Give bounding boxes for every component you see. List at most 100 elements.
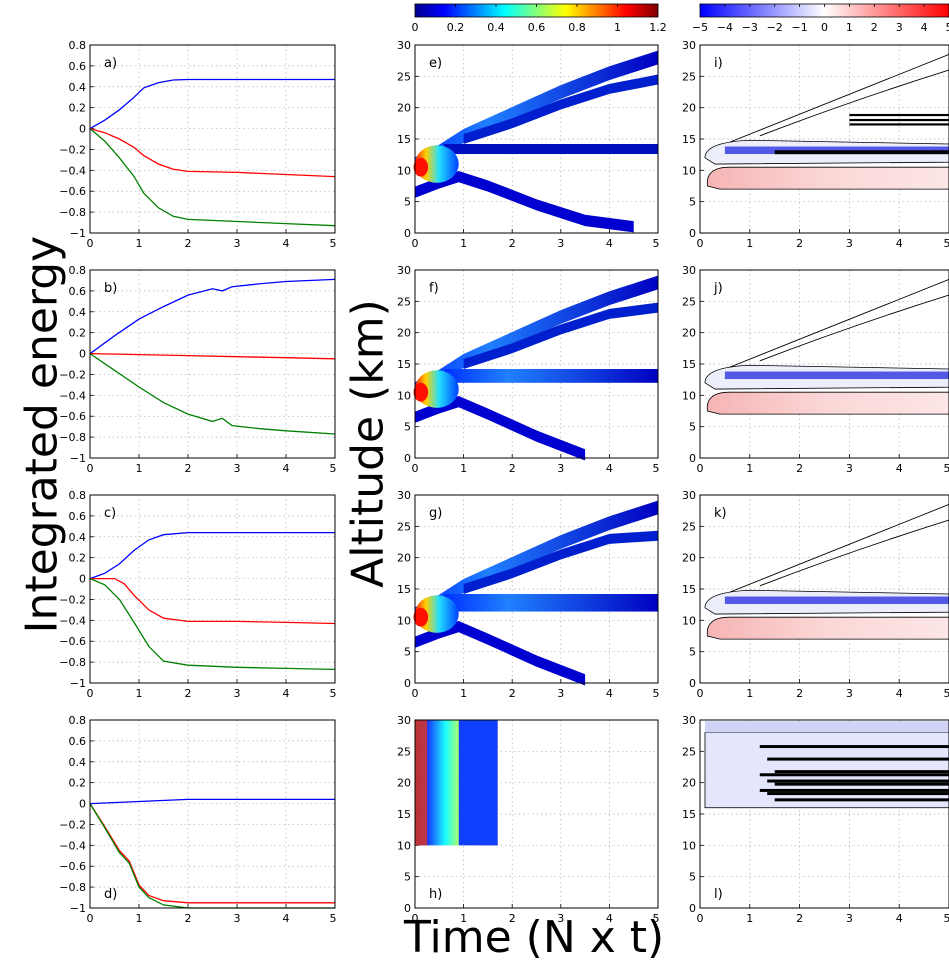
x-tick-label: 5 <box>944 912 949 925</box>
x-tick-label: 0 <box>697 237 704 250</box>
y-tick-label: −0.6 <box>59 185 86 198</box>
axes-frame <box>89 269 336 459</box>
x-tick-label: 2 <box>509 462 516 475</box>
y-tick-label: 25 <box>682 70 696 83</box>
y-tick-label: −0.4 <box>59 164 86 177</box>
x-tick-label: 0 <box>87 912 94 925</box>
panel-label: d) <box>104 887 117 902</box>
x-tick-label: 5 <box>330 462 337 475</box>
y-tick-label: −0.2 <box>59 368 86 381</box>
axes-frame <box>699 269 949 459</box>
y-tick-label: 5 <box>689 646 696 659</box>
panel-j: 0 1 2 3 4 5 30 25 20 15 10 5 0 j) <box>682 264 949 475</box>
y-tick-label: 30 <box>682 714 696 727</box>
axes-frame <box>89 719 336 909</box>
x-tick-label: 2 <box>796 462 803 475</box>
panel-h: 0 1 2 3 4 5 30 25 20 15 10 5 0 h) <box>397 714 660 925</box>
axes-frame <box>699 719 949 909</box>
y-tick-label: 20 <box>682 102 696 115</box>
y-tick-label: 10 <box>682 164 696 177</box>
y-tick-label: 5 <box>689 421 696 434</box>
x-tick-label: 1 <box>746 912 753 925</box>
y-tick-label: 10 <box>682 839 696 852</box>
x-tick-label: 5 <box>653 237 660 250</box>
x-tick-label: 2 <box>796 237 803 250</box>
contour-line <box>767 779 949 783</box>
heatmap-region <box>463 302 658 369</box>
y-tick-label: 30 <box>397 39 411 52</box>
y-tick-label: −0.4 <box>59 389 86 402</box>
y-tick-label: 10 <box>397 164 411 177</box>
x-tick-label: 5 <box>944 462 949 475</box>
x-tick-label: 1 <box>460 912 467 925</box>
x-tick-label: 2 <box>509 237 516 250</box>
y-tick-label: −1 <box>70 227 86 240</box>
panel-i: 0 1 2 3 4 5 30 25 20 15 10 5 0 i) <box>682 39 949 250</box>
y-tick-label: 0.6 <box>69 285 87 298</box>
x-tick-label: 1 <box>746 462 753 475</box>
series-line-red <box>89 352 336 360</box>
y-tick-label: 20 <box>682 552 696 565</box>
colorbar-tick-label: −1 <box>791 21 807 34</box>
x-tick-label: 1 <box>746 237 753 250</box>
colorbar-tick-label: 5 <box>946 21 949 34</box>
colorbar-tick-label: 1.2 <box>649 21 667 34</box>
panel-g: 0 1 2 3 4 5 30 25 20 15 10 5 0 g) <box>397 489 660 700</box>
y-axis-label-energy: Integrated energy <box>16 235 68 634</box>
series-line-red <box>89 127 336 178</box>
x-tick-label: 0 <box>87 462 94 475</box>
y-tick-label: 0 <box>689 227 696 240</box>
y-tick-label: 0.8 <box>69 39 87 52</box>
x-tick-label: 3 <box>557 912 564 925</box>
x-tick-label: 1 <box>460 237 467 250</box>
series-line-green <box>89 128 336 227</box>
y-tick-label: 15 <box>682 133 696 146</box>
y-tick-label: 0.8 <box>69 489 87 502</box>
x-tick-label: 4 <box>283 912 290 925</box>
y-tick-label: 30 <box>682 264 696 277</box>
contour-line <box>849 113 949 117</box>
colorbar-tick-label: 0.6 <box>528 21 546 34</box>
x-tick-label: 1 <box>460 687 467 700</box>
y-tick-label: 15 <box>682 808 696 821</box>
panel-label: h) <box>429 887 442 902</box>
colorbar-tick-label: 0.4 <box>487 21 505 34</box>
panel-label: f) <box>429 281 439 296</box>
y-tick-label: 20 <box>397 777 411 790</box>
heatmap-region <box>444 144 658 155</box>
y-tick-label: 20 <box>397 327 411 340</box>
y-tick-label: 15 <box>397 358 411 371</box>
y-tick-label: 0 <box>79 348 86 361</box>
y-tick-label: 0.6 <box>69 60 87 73</box>
heatmap-region <box>724 596 949 605</box>
x-tick-label: 0 <box>697 687 704 700</box>
y-tick-label: 25 <box>682 295 696 308</box>
y-tick-label: 25 <box>397 745 411 758</box>
colorbar-tick-label: 1 <box>846 21 853 34</box>
x-tick-label: 4 <box>606 912 613 925</box>
colorbar-tick-label: 3 <box>896 21 903 34</box>
y-tick-label: −0.6 <box>59 635 86 648</box>
panel-e: 0 1 2 3 4 5 30 25 20 15 10 5 0 e) <box>397 39 660 250</box>
contour-line <box>774 150 949 153</box>
x-tick-label: 5 <box>330 912 337 925</box>
panel-label: i) <box>714 56 723 71</box>
y-axis-label-altitude: Altitude (km) <box>342 299 394 588</box>
colorbar-tick-label: 0.8 <box>568 21 586 34</box>
x-tick-label: 4 <box>606 237 613 250</box>
y-tick-label: 0.2 <box>69 777 87 790</box>
x-tick-label: 4 <box>896 462 903 475</box>
y-tick-label: 20 <box>682 777 696 790</box>
heatmap-region <box>415 275 658 396</box>
contour-line <box>767 757 949 761</box>
colorbar-tick-label: −3 <box>742 21 758 34</box>
x-tick-label: 4 <box>896 237 903 250</box>
y-tick-label: 0.2 <box>69 552 87 565</box>
heatmap-region <box>704 721 949 733</box>
heatmap-region <box>463 530 658 594</box>
y-tick-label: 0.4 <box>69 756 87 769</box>
panel-k: 0 1 2 3 4 5 30 25 20 15 10 5 0 k) <box>682 489 949 700</box>
x-tick-label: 3 <box>846 687 853 700</box>
x-tick-label: 2 <box>509 912 516 925</box>
colorbar-tick-label: 4 <box>921 21 928 34</box>
